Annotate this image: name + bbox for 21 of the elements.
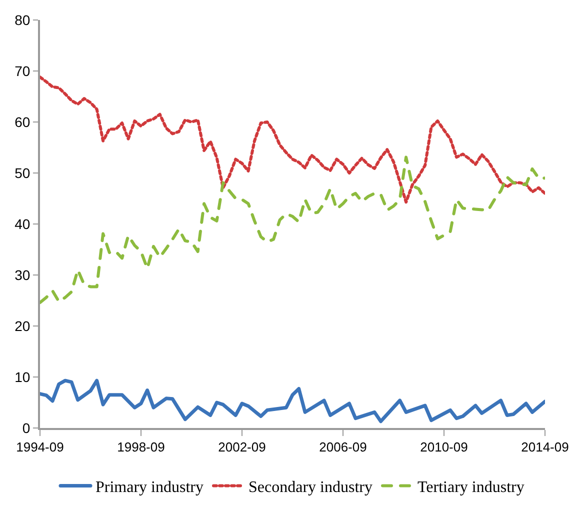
line-series: [40, 156, 545, 304]
x-tick-label: 2010-09: [420, 440, 468, 455]
y-tick-label: 10: [14, 368, 30, 385]
y-tick-label: 0: [22, 420, 30, 436]
legend-label: Tertiary industry: [417, 478, 524, 496]
x-tick-label: 1998-09: [117, 440, 165, 455]
y-tick-label: 20: [14, 318, 30, 334]
y-tick-label: 80: [14, 12, 30, 28]
legend-label: Secondary industry: [248, 478, 372, 496]
y-tick-label: 50: [14, 164, 30, 181]
legend-label: Primary industry: [96, 478, 204, 496]
y-tick-label: 70: [14, 62, 30, 79]
y-tick-label: 40: [14, 216, 30, 232]
y-tick-label: 30: [14, 266, 30, 283]
x-tick-label: 2014-09: [521, 440, 569, 455]
x-tick-label: 1994-09: [16, 440, 64, 455]
x-tick-label: 2002-09: [218, 440, 266, 455]
line-series: [40, 378, 545, 424]
y-tick-label: 60: [14, 114, 30, 130]
x-tick-label: 2006-09: [319, 440, 367, 455]
line-series: [40, 76, 545, 204]
